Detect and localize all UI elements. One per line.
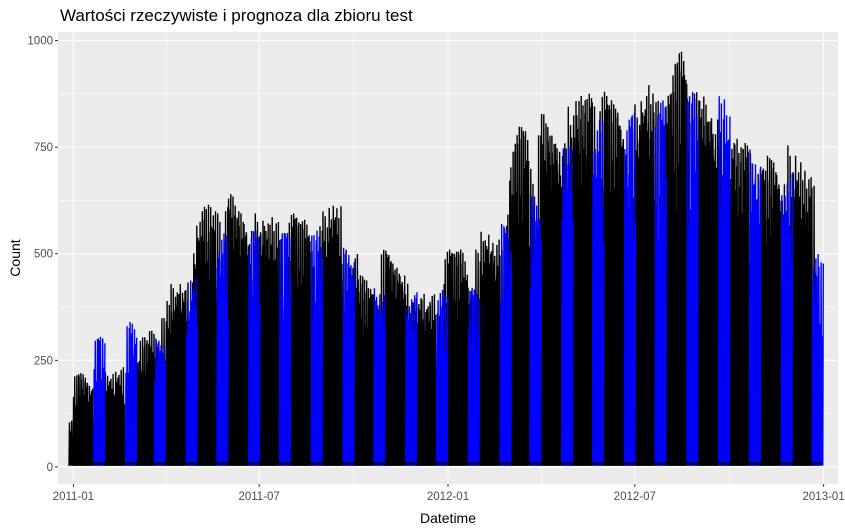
data-point-1-31	[565, 146, 574, 466]
data-point-1-27	[503, 228, 512, 466]
data-point-1-21	[409, 292, 418, 466]
x-tick-label: 2011-01	[53, 491, 94, 503]
data-point-1-15	[314, 230, 324, 466]
data-point-1-43	[752, 166, 762, 466]
y-tick-label: 250	[34, 355, 53, 367]
data-point-1-0	[93, 338, 102, 466]
x-tick-label: 2011-07	[238, 491, 279, 503]
data-point-1-45	[784, 173, 794, 466]
data-layer	[68, 51, 824, 466]
data-point-1-46	[811, 253, 820, 466]
data-point-1-28	[529, 196, 538, 466]
data-point-1-22	[435, 289, 445, 466]
x-tick-label: 2012-07	[614, 491, 656, 503]
y-axis-title: Count	[7, 239, 23, 276]
y-tick-label: 500	[34, 249, 53, 261]
data-point-1-2	[124, 326, 134, 466]
data-point-1-17	[346, 254, 355, 466]
x-axis-title: Datetime	[420, 510, 476, 526]
x-axis: 2011-01 2011-07 2012-01 2012-07 2013-01	[53, 484, 845, 503]
data-point-1-35	[627, 113, 637, 466]
data-point-1-47	[815, 262, 824, 466]
y-axis: 0 250 500 750 1000	[27, 36, 58, 474]
data-point-1-23	[439, 296, 449, 466]
data-point-1-19	[377, 295, 386, 466]
data-point-1-41	[722, 99, 731, 466]
x-tick-label: 2012-01	[427, 491, 469, 503]
data-point-1-29	[533, 196, 542, 466]
data-point-1-5	[157, 340, 167, 466]
data-point-1-39	[690, 91, 699, 466]
data-point-1-25	[471, 292, 481, 466]
data-point-1-26	[499, 223, 508, 466]
data-point-1-3	[128, 321, 138, 466]
y-tick-label: 0	[47, 462, 53, 474]
data-point-1-24	[467, 287, 477, 466]
y-tick-label: 1000	[27, 36, 53, 48]
data-point-1-11	[252, 237, 261, 466]
data-point-1-1	[97, 336, 106, 466]
data-point-1-13	[282, 232, 292, 466]
data-point-1-7	[189, 276, 198, 466]
data-point-1-37	[658, 100, 667, 466]
x-tick-label: 2013-01	[803, 491, 845, 503]
chart-title: Wartości rzeczywiste i prognoza dla zbio…	[60, 6, 413, 25]
series-1	[93, 91, 824, 466]
data-point-1-9	[220, 235, 229, 466]
y-tick-label: 750	[34, 142, 53, 154]
data-point-1-33	[595, 121, 605, 466]
